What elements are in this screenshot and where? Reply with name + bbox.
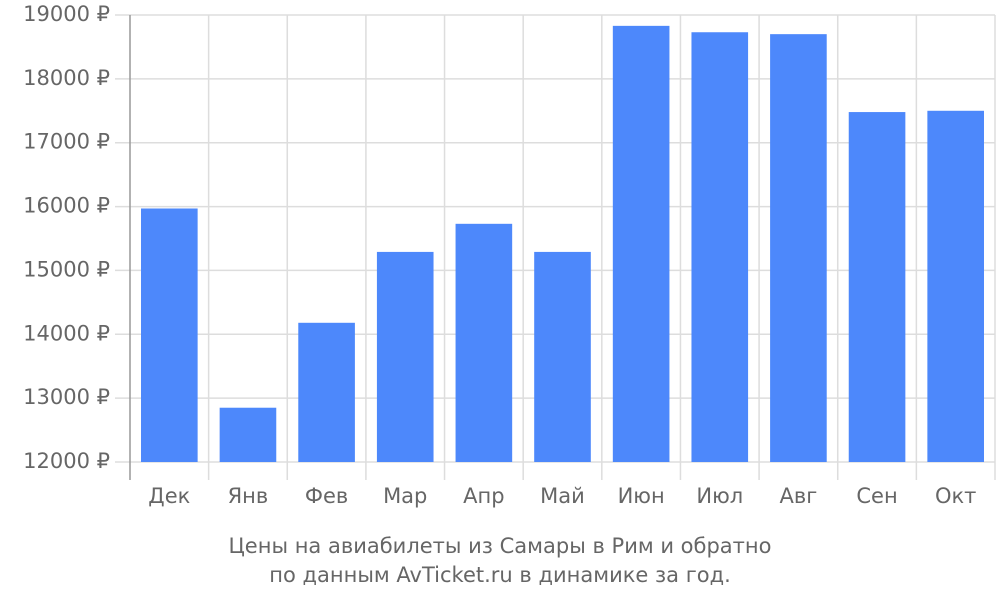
bar xyxy=(691,32,749,463)
x-tick-label: Июн xyxy=(618,484,665,508)
x-tick-label: Июл xyxy=(696,484,743,508)
x-tick-label: Дек xyxy=(148,484,190,508)
y-tick-label: 18000 ₽ xyxy=(23,66,110,90)
x-tick-label: Май xyxy=(540,484,585,508)
bar xyxy=(219,407,277,462)
bar xyxy=(848,112,906,462)
bar xyxy=(376,251,434,462)
bar xyxy=(927,110,984,463)
y-tick-label: 12000 ₽ xyxy=(23,449,110,473)
chart-subtitle: по данным AvTicket.ru в динамике за год. xyxy=(269,563,731,587)
bar xyxy=(612,25,670,463)
bar xyxy=(298,322,355,462)
bar xyxy=(534,251,591,462)
x-tick-label: Окт xyxy=(935,484,976,508)
bar xyxy=(770,34,827,463)
y-tick-label: 13000 ₽ xyxy=(23,385,110,409)
x-tick-label: Апр xyxy=(463,484,504,508)
y-tick-label: 16000 ₽ xyxy=(23,194,110,218)
y-tick-label: 19000 ₽ xyxy=(23,2,110,26)
x-tick-label: Фев xyxy=(305,484,348,508)
x-tick-label: Сен xyxy=(856,484,897,508)
bar xyxy=(455,223,513,462)
x-tick-label: Авг xyxy=(780,484,818,508)
chart-title: Цены на авиабилеты из Самары в Рим и обр… xyxy=(228,534,771,558)
x-tick-label: Мар xyxy=(383,484,427,508)
bar xyxy=(141,208,198,462)
y-tick-label: 14000 ₽ xyxy=(23,321,110,345)
y-tick-label: 15000 ₽ xyxy=(23,257,110,281)
y-tick-label: 17000 ₽ xyxy=(23,130,110,154)
x-tick-label: Янв xyxy=(228,484,269,508)
